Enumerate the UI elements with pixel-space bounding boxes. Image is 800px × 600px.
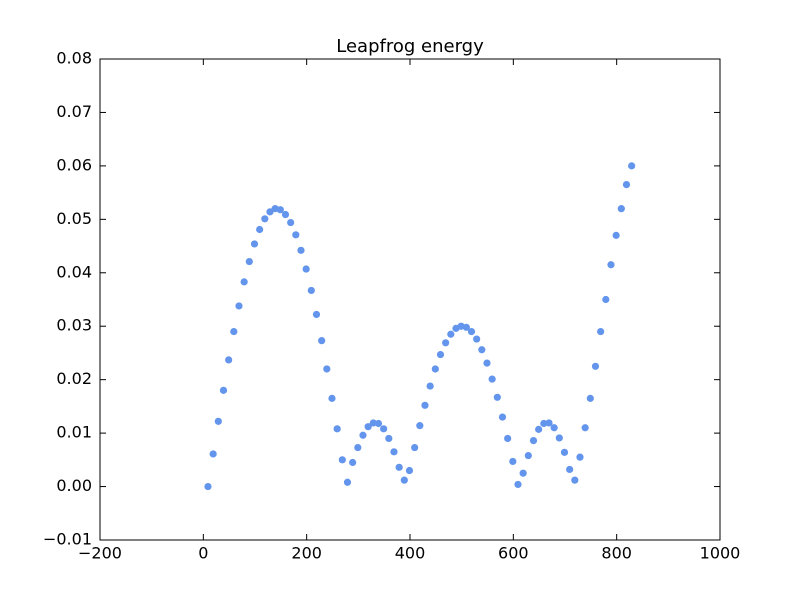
point [250,240,259,248]
point [380,425,388,433]
point [292,231,300,239]
y-tick-label: 0.06 [56,155,92,174]
point [514,480,522,489]
point [473,335,481,343]
point [276,206,284,214]
point [256,225,264,234]
point [571,476,579,484]
point [581,424,589,432]
point [374,419,383,428]
point [622,180,631,189]
y-tick-label: 0.02 [56,369,92,388]
point [628,162,636,170]
point [338,456,346,464]
point [467,327,476,336]
x-tick-label: −200 [78,544,122,563]
point [493,393,501,401]
point [545,419,553,427]
point [442,339,450,347]
x-tick-label: 1000 [700,544,741,563]
point [214,417,222,425]
point [225,356,233,364]
chart-title: Leapfrog energy [336,36,484,57]
point [230,327,238,336]
point [566,465,574,474]
point [550,424,558,432]
point [318,337,326,345]
point [307,286,315,295]
point [349,458,357,467]
point [302,265,310,273]
point [240,278,248,286]
x-tick-label: 400 [395,544,426,563]
point [529,436,538,445]
point [483,359,491,367]
point [612,231,620,239]
point [204,482,212,491]
y-tick-label: 0.03 [56,316,92,335]
point [597,327,605,336]
point [602,295,610,304]
point [462,323,470,331]
point [333,425,341,433]
x-tick-label: 600 [498,544,529,563]
y-tick-label: 0.05 [56,209,92,228]
point [364,423,372,431]
point [560,448,569,456]
point [509,457,517,466]
point [359,431,367,439]
point [488,375,496,383]
point [519,469,527,477]
y-tick-label: 0.08 [56,49,92,68]
point [343,478,352,486]
point [576,453,584,461]
point [447,330,455,338]
point [607,261,615,269]
point [287,218,295,227]
point [209,450,217,458]
point [617,205,625,213]
point [405,466,414,475]
y-tick-label: 0.01 [56,423,92,442]
y-tick-label: −0.01 [43,530,92,549]
point [431,365,439,373]
x-tick-label: 800 [601,544,632,563]
point [426,382,434,390]
point [281,210,290,219]
point [266,208,274,216]
point [261,215,269,223]
point [524,451,532,460]
x-tick-label: 0 [198,544,208,563]
point [219,386,228,394]
y-tick-label: 0.04 [56,262,92,281]
point [591,362,600,370]
point [354,443,362,452]
point [555,434,563,442]
y-tick-label: 0.07 [56,102,92,121]
point [400,476,408,484]
point [245,257,253,266]
point [323,365,331,373]
point [586,394,594,402]
point [411,443,419,452]
point [235,302,243,310]
point [436,350,445,359]
point [385,434,393,443]
point [478,346,486,354]
point [504,434,512,443]
point [416,422,424,430]
point [395,463,403,471]
point [312,310,321,319]
point [421,401,429,409]
x-tick-label: 200 [291,544,322,563]
y-tick-label: 0.00 [56,476,92,495]
point [328,394,336,402]
point [297,246,305,254]
point [390,448,398,456]
point [535,425,543,433]
point [498,413,507,421]
